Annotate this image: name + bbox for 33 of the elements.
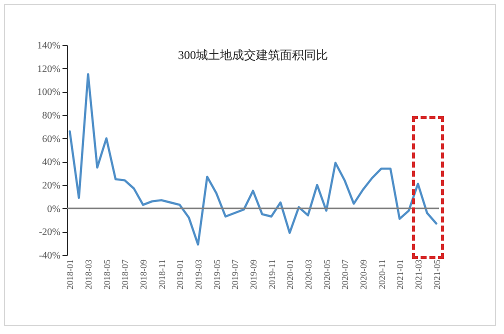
x-tick-label: 2020-01 (285, 260, 296, 290)
y-tick-label: 80% (42, 110, 60, 122)
x-tick-label: 2020-03 (303, 259, 314, 290)
x-tick-label: 2018-05 (102, 259, 112, 290)
x-tick-label: 2021-01 (395, 260, 406, 290)
x-tick-label: 2020-11 (376, 260, 387, 290)
x-tick-label: 2019-01 (175, 260, 186, 290)
y-tick-label: 100% (37, 87, 60, 98)
x-tick-label: 2021-03 (413, 259, 424, 290)
y-tick-label: 140% (37, 40, 60, 52)
x-tick-label: 2021-05 (432, 259, 442, 290)
x-tick-label: 2019-03 (194, 259, 204, 290)
x-tick-label: 2019-05 (212, 259, 222, 290)
x-tick-label: 2018-11 (156, 260, 167, 290)
x-tick-label: 2020-05 (322, 259, 332, 290)
x-tick-label: 2019-07 (230, 259, 240, 290)
x-tick-label: 2018-03 (84, 259, 94, 290)
y-tick-label: -20% (38, 227, 60, 238)
x-tick-label: 2018-07 (120, 259, 130, 290)
x-tick-label: 2018-09 (138, 259, 149, 290)
y-tick-label: 20% (42, 180, 60, 192)
y-tick-label: 60% (42, 134, 60, 145)
x-tick-label: 2019-09 (248, 259, 258, 290)
y-tick-label: 40% (42, 157, 60, 168)
x-tick-label: 2018-01 (65, 260, 76, 290)
chart-title: 300城土地成交建筑面积同比 (178, 48, 328, 62)
x-tick-label: 2020-07 (340, 259, 350, 290)
y-tick-label: 120% (37, 64, 60, 75)
line-series (68, 73, 438, 246)
y-tick-label: -40% (38, 250, 60, 262)
x-tick-label: 2020-09 (358, 259, 368, 290)
y-tick-label: 0% (47, 204, 60, 215)
x-tick-label: 2019-11 (266, 260, 277, 290)
